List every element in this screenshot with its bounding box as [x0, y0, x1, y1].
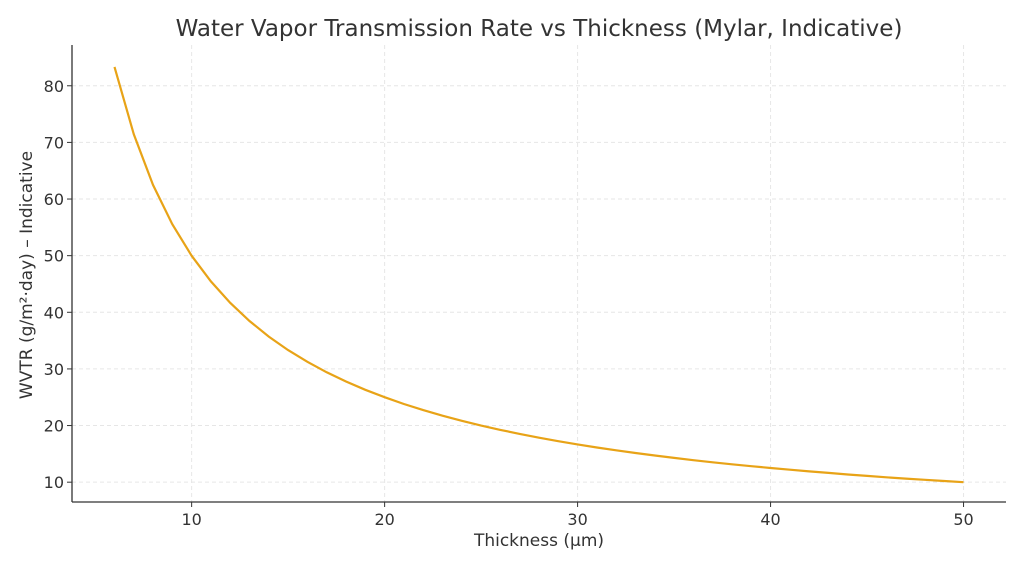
- ticks: 10 20 30 40 50 10 20 30 40 50 60 70 80: [44, 77, 974, 529]
- x-tick-label: 40: [760, 510, 780, 529]
- x-tick-label: 50: [953, 510, 973, 529]
- x-tick-label: 30: [567, 510, 587, 529]
- x-axis-label: Thickness (µm): [473, 531, 604, 551]
- y-tick-label: 70: [44, 133, 64, 152]
- y-tick-label: 50: [44, 247, 64, 266]
- y-axis-label: WVTR (g/m²·day) – Indicative: [17, 151, 37, 399]
- y-tick-label: 80: [44, 77, 64, 96]
- series-line: [113, 66, 964, 484]
- x-tick-label: 10: [181, 510, 201, 529]
- y-tick-label: 20: [44, 417, 64, 436]
- y-tick-label: 10: [44, 473, 64, 492]
- chart-title: Water Vapor Transmission Rate vs Thickne…: [176, 16, 903, 42]
- y-tick-label: 30: [44, 360, 64, 379]
- y-tick-label: 40: [44, 303, 64, 322]
- x-tick-label: 20: [374, 510, 394, 529]
- grid: [72, 45, 1006, 502]
- y-tick-label: 60: [44, 190, 64, 209]
